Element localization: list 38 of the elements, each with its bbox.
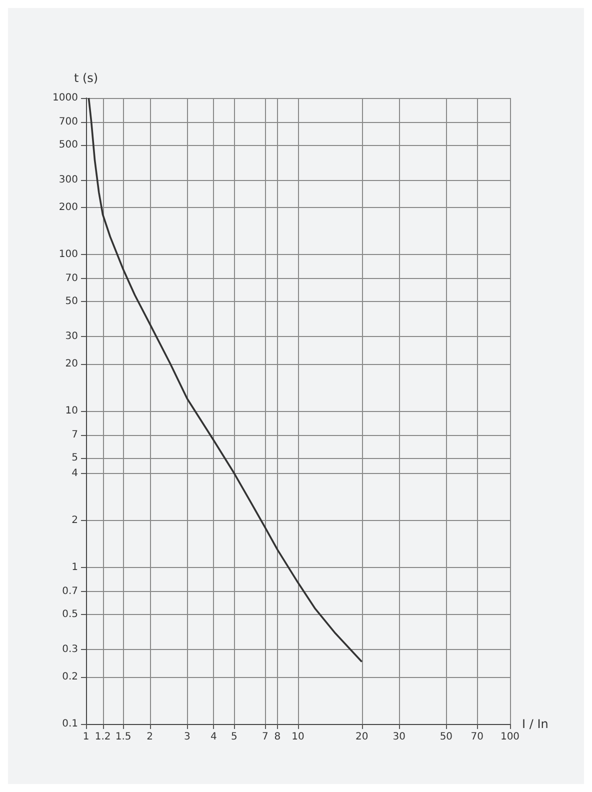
x-tick-label: 10: [292, 732, 304, 742]
y-tick-label: 50: [65, 296, 78, 308]
y-tick-label: 0.2: [62, 671, 78, 682]
y-tick-label: 70: [65, 273, 78, 284]
x-tick-label: 7: [262, 732, 268, 742]
x-tick-label: 1.5: [115, 732, 132, 742]
x-tick-label: 5: [230, 732, 238, 742]
x-tick-label: 100: [500, 732, 520, 742]
x-tick-label: 1.2: [94, 732, 111, 742]
x-tick-label: 20: [355, 732, 368, 742]
x-tick-label: 4: [210, 732, 217, 742]
x-tick-label: 2: [146, 732, 154, 742]
y-tick-label: 1: [72, 562, 78, 573]
x-axis-title: I / In: [522, 717, 548, 731]
y-tick-label: 1000: [52, 92, 78, 104]
y-tick-label: 2: [72, 514, 78, 526]
x-tick-label: 30: [392, 732, 406, 742]
y-tick-label: 30: [65, 330, 78, 342]
x-tick-label: 70: [470, 732, 484, 742]
y-tick-label: 100: [58, 249, 78, 260]
y-tick-label: 5: [72, 452, 78, 464]
y-tick-label: 300: [58, 174, 78, 186]
x-tick-label: 3: [184, 732, 190, 742]
y-tick-label: 0.5: [62, 609, 78, 620]
y-tick-label: 200: [58, 202, 78, 213]
x-tick-label: 8: [274, 732, 281, 742]
y-tick-label: 700: [58, 116, 78, 128]
y-tick-label: 0.7: [62, 586, 78, 598]
y-tick-label: 7: [72, 430, 78, 441]
y-tick-label: 10: [65, 406, 78, 416]
y-tick-label: 500: [58, 140, 78, 151]
y-tick-label: 4: [72, 468, 78, 479]
y-tick-label: 0.1: [62, 718, 78, 730]
x-tick-label: 1: [82, 732, 90, 742]
x-tick-label: 50: [440, 732, 453, 742]
y-axis-title: t (s): [74, 71, 98, 85]
y-tick-label: 0.3: [62, 644, 78, 655]
y-tick-label: 20: [65, 358, 78, 370]
